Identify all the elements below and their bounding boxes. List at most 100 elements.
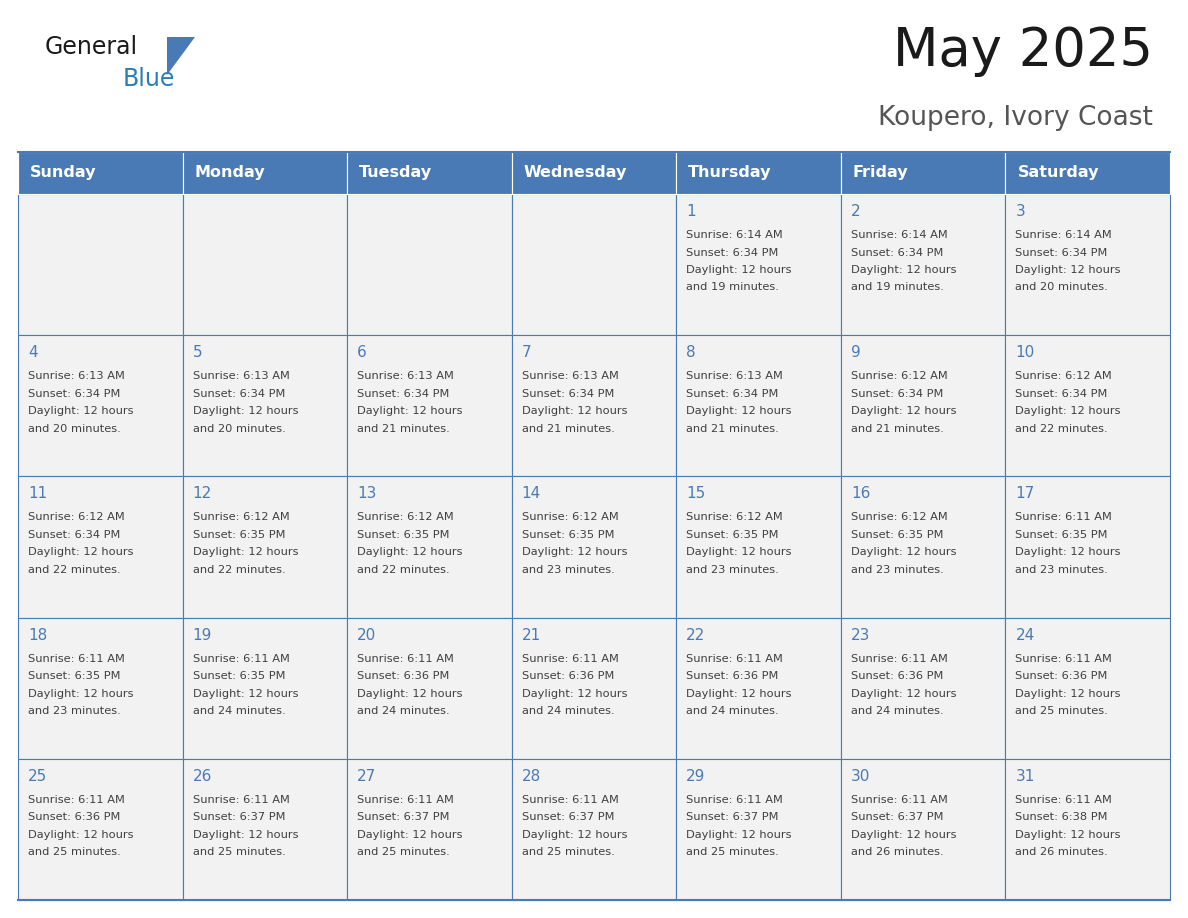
Text: and 25 minutes.: and 25 minutes. — [687, 847, 779, 857]
Text: Daylight: 12 hours: Daylight: 12 hours — [358, 406, 462, 416]
Bar — [512, 759, 676, 900]
Text: 15: 15 — [687, 487, 706, 501]
Text: Sunset: 6:36 PM: Sunset: 6:36 PM — [522, 671, 614, 681]
Bar — [347, 618, 512, 759]
Text: Sunrise: 6:12 AM: Sunrise: 6:12 AM — [358, 512, 454, 522]
Bar — [841, 152, 1005, 194]
Text: Sunrise: 6:13 AM: Sunrise: 6:13 AM — [687, 371, 783, 381]
Bar — [1005, 476, 1170, 618]
Text: Daylight: 12 hours: Daylight: 12 hours — [687, 688, 791, 699]
Text: Daylight: 12 hours: Daylight: 12 hours — [358, 547, 462, 557]
Text: Sunrise: 6:13 AM: Sunrise: 6:13 AM — [522, 371, 619, 381]
Text: 14: 14 — [522, 487, 541, 501]
Text: and 25 minutes.: and 25 minutes. — [522, 847, 614, 857]
Bar — [18, 618, 183, 759]
Text: Daylight: 12 hours: Daylight: 12 hours — [687, 265, 791, 275]
Text: Monday: Monday — [195, 165, 265, 181]
Text: 19: 19 — [192, 628, 211, 643]
Text: Sunrise: 6:14 AM: Sunrise: 6:14 AM — [1016, 230, 1112, 240]
Text: 4: 4 — [29, 345, 38, 360]
Text: and 24 minutes.: and 24 minutes. — [687, 706, 779, 716]
Text: and 20 minutes.: and 20 minutes. — [29, 424, 121, 433]
Text: Sunrise: 6:11 AM: Sunrise: 6:11 AM — [1016, 654, 1112, 664]
Bar — [1005, 152, 1170, 194]
Bar — [676, 618, 841, 759]
Text: Daylight: 12 hours: Daylight: 12 hours — [29, 688, 133, 699]
Bar — [18, 335, 183, 476]
Text: Sunrise: 6:12 AM: Sunrise: 6:12 AM — [851, 512, 948, 522]
Text: Daylight: 12 hours: Daylight: 12 hours — [192, 547, 298, 557]
Text: 10: 10 — [1016, 345, 1035, 360]
Text: Sunset: 6:37 PM: Sunset: 6:37 PM — [358, 812, 449, 823]
Text: Daylight: 12 hours: Daylight: 12 hours — [29, 830, 133, 840]
Text: Sunset: 6:35 PM: Sunset: 6:35 PM — [192, 530, 285, 540]
Text: Sunset: 6:35 PM: Sunset: 6:35 PM — [192, 671, 285, 681]
Bar — [183, 194, 347, 335]
Text: Sunset: 6:34 PM: Sunset: 6:34 PM — [192, 388, 285, 398]
Text: Tuesday: Tuesday — [359, 165, 432, 181]
Text: Sunrise: 6:13 AM: Sunrise: 6:13 AM — [358, 371, 454, 381]
Text: Daylight: 12 hours: Daylight: 12 hours — [192, 406, 298, 416]
Bar — [512, 194, 676, 335]
Text: Sunday: Sunday — [30, 165, 96, 181]
Bar — [183, 152, 347, 194]
Text: 2: 2 — [851, 204, 860, 219]
Bar — [347, 194, 512, 335]
Text: Sunrise: 6:11 AM: Sunrise: 6:11 AM — [29, 795, 125, 805]
Bar — [841, 759, 1005, 900]
Text: Sunrise: 6:12 AM: Sunrise: 6:12 AM — [522, 512, 619, 522]
Text: 27: 27 — [358, 768, 377, 784]
Text: Sunrise: 6:11 AM: Sunrise: 6:11 AM — [192, 654, 290, 664]
Bar — [18, 759, 183, 900]
Text: Thursday: Thursday — [688, 165, 772, 181]
Text: and 22 minutes.: and 22 minutes. — [1016, 424, 1108, 433]
Text: Daylight: 12 hours: Daylight: 12 hours — [1016, 830, 1121, 840]
Bar — [1005, 759, 1170, 900]
Text: and 24 minutes.: and 24 minutes. — [358, 706, 450, 716]
Text: Daylight: 12 hours: Daylight: 12 hours — [522, 406, 627, 416]
Text: Sunrise: 6:12 AM: Sunrise: 6:12 AM — [29, 512, 125, 522]
Bar — [676, 476, 841, 618]
Text: and 23 minutes.: and 23 minutes. — [29, 706, 121, 716]
Text: Sunset: 6:34 PM: Sunset: 6:34 PM — [29, 530, 120, 540]
Text: Sunset: 6:36 PM: Sunset: 6:36 PM — [1016, 671, 1107, 681]
Bar — [1005, 194, 1170, 335]
Text: and 25 minutes.: and 25 minutes. — [1016, 706, 1108, 716]
Text: Blue: Blue — [124, 67, 176, 91]
Bar — [183, 618, 347, 759]
Text: Sunrise: 6:12 AM: Sunrise: 6:12 AM — [192, 512, 290, 522]
Text: and 24 minutes.: and 24 minutes. — [192, 706, 285, 716]
Bar — [1005, 618, 1170, 759]
Text: Sunset: 6:36 PM: Sunset: 6:36 PM — [687, 671, 778, 681]
Text: and 23 minutes.: and 23 minutes. — [1016, 565, 1108, 575]
Text: Daylight: 12 hours: Daylight: 12 hours — [851, 547, 956, 557]
Text: 6: 6 — [358, 345, 367, 360]
Bar — [18, 194, 183, 335]
Text: Daylight: 12 hours: Daylight: 12 hours — [29, 547, 133, 557]
Text: Daylight: 12 hours: Daylight: 12 hours — [1016, 406, 1121, 416]
Text: 24: 24 — [1016, 628, 1035, 643]
Text: Daylight: 12 hours: Daylight: 12 hours — [192, 830, 298, 840]
Text: and 25 minutes.: and 25 minutes. — [29, 847, 121, 857]
Text: and 26 minutes.: and 26 minutes. — [851, 847, 943, 857]
Bar — [183, 335, 347, 476]
Text: and 21 minutes.: and 21 minutes. — [358, 424, 450, 433]
Text: Sunset: 6:34 PM: Sunset: 6:34 PM — [687, 248, 778, 258]
Text: Sunrise: 6:14 AM: Sunrise: 6:14 AM — [687, 230, 783, 240]
Text: and 22 minutes.: and 22 minutes. — [358, 565, 450, 575]
Bar — [347, 335, 512, 476]
Text: Sunset: 6:34 PM: Sunset: 6:34 PM — [851, 248, 943, 258]
Bar — [676, 194, 841, 335]
Bar — [347, 759, 512, 900]
Text: 30: 30 — [851, 768, 871, 784]
Text: Sunset: 6:34 PM: Sunset: 6:34 PM — [358, 388, 449, 398]
Text: Daylight: 12 hours: Daylight: 12 hours — [687, 406, 791, 416]
Text: Sunset: 6:34 PM: Sunset: 6:34 PM — [29, 388, 120, 398]
Text: Sunset: 6:37 PM: Sunset: 6:37 PM — [687, 812, 779, 823]
Text: 18: 18 — [29, 628, 48, 643]
Text: Sunrise: 6:11 AM: Sunrise: 6:11 AM — [1016, 512, 1112, 522]
Text: 7: 7 — [522, 345, 531, 360]
Text: Sunrise: 6:11 AM: Sunrise: 6:11 AM — [522, 654, 619, 664]
Text: Sunrise: 6:11 AM: Sunrise: 6:11 AM — [522, 795, 619, 805]
Text: Sunrise: 6:11 AM: Sunrise: 6:11 AM — [358, 654, 454, 664]
